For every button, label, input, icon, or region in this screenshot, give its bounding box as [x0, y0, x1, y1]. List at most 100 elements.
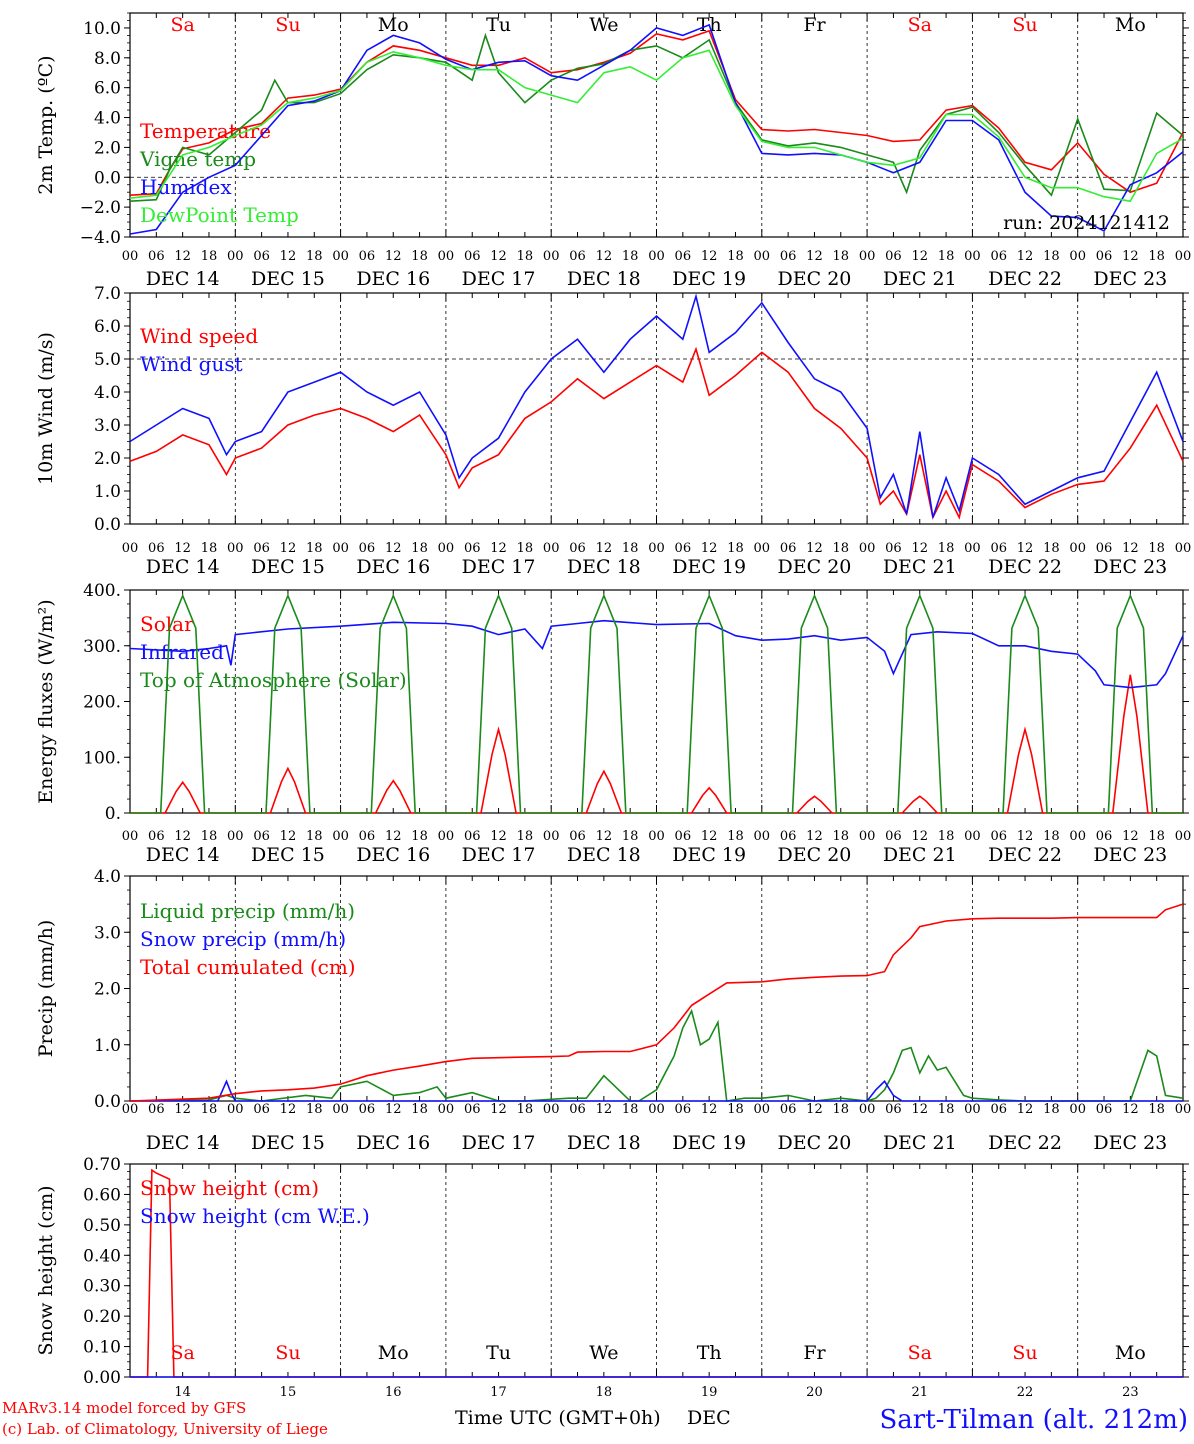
day-label: DEC 21	[883, 556, 957, 578]
hour-tick-label: 00	[543, 541, 560, 556]
weekday-label: Tu	[486, 1342, 511, 1364]
hour-tick-label: 18	[833, 829, 850, 844]
hour-tick-label: 00	[648, 541, 665, 556]
day-label: DEC 15	[251, 268, 325, 290]
hour-tick-label: 06	[1096, 1102, 1113, 1117]
hour-tick-label: 06	[464, 541, 481, 556]
hour-tick-label: 18	[833, 1102, 850, 1117]
day-label: DEC 15	[251, 556, 325, 578]
weekday-label: Tu	[486, 14, 511, 36]
series-temperature	[129, 29, 1184, 196]
hour-tick-label: 00	[964, 249, 981, 264]
y-tick-label: 2.0	[94, 449, 121, 469]
hour-tick-label: 18	[201, 249, 218, 264]
day-label: DEC 23	[1093, 1132, 1167, 1154]
legend-entry: Liquid precip (mm/h)	[140, 899, 355, 923]
weekday-label: Mo	[1115, 14, 1146, 36]
hour-tick-label: 12	[174, 541, 191, 556]
legend-entry: Snow precip (mm/h)	[140, 927, 346, 951]
y-tick-label: 0.20	[83, 1307, 121, 1327]
hour-tick-label: 18	[411, 1102, 428, 1117]
hour-tick-label: 12	[596, 249, 613, 264]
hour-tick-label: 18	[1148, 541, 1165, 556]
day-label: DEC 18	[567, 844, 641, 866]
y-tick-label: 0.00	[83, 1368, 121, 1388]
hour-tick-label: 00	[227, 249, 244, 264]
hour-tick-label: 12	[911, 541, 928, 556]
y-tick-label: 5.0	[94, 350, 121, 370]
hour-tick-label: 00	[1069, 249, 1086, 264]
day-label: DEC 16	[356, 1132, 430, 1154]
panel-4: 0.0 1.0 2.0 3.0 4.0 Precip (mm/h) 00 06 12 18 00 06…	[35, 867, 1191, 1154]
hour-tick-label: 06	[675, 541, 692, 556]
day-label: DEC 16	[356, 268, 430, 290]
day-label: DEC 23	[1093, 268, 1167, 290]
weekday-label: Sa	[908, 14, 932, 36]
hour-tick-label: 12	[280, 249, 297, 264]
day-label: DEC 22	[988, 1132, 1062, 1154]
hour-tick-label: 18	[622, 249, 639, 264]
hour-tick-label: 00	[122, 541, 139, 556]
hour-tick-label: 00	[438, 829, 455, 844]
day-label: DEC 18	[567, 268, 641, 290]
y-axis-label: Precip (mm/h)	[35, 920, 57, 1058]
hour-tick-label: 00	[438, 249, 455, 264]
hour-tick-label: 18	[727, 1102, 744, 1117]
hour-tick-label: 18	[1043, 249, 1060, 264]
series-dewpoint-temp	[129, 49, 1184, 203]
hour-tick-label: 12	[1017, 249, 1034, 264]
weekday-label: Mo	[378, 1342, 409, 1364]
hour-tick-label: 18	[727, 829, 744, 844]
day-label: DEC 14	[146, 268, 220, 290]
hour-tick-label: 06	[464, 829, 481, 844]
credit-line-2: (c) Lab. of Climatology, University of L…	[2, 1420, 328, 1438]
hour-tick-label: 12	[701, 1102, 718, 1117]
hour-tick-label: 06	[148, 249, 165, 264]
hour-tick-label: 18	[727, 249, 744, 264]
hour-tick-label: 12	[911, 1102, 928, 1117]
y-tick-label: 0.0	[94, 1092, 121, 1112]
y-axis-label: Energy fluxes (W/m²)	[35, 599, 57, 803]
series-solar	[130, 674, 1183, 814]
hour-tick-label: 06	[780, 1102, 797, 1117]
hour-tick-label: 00	[227, 829, 244, 844]
weekday-label: Su	[275, 1342, 300, 1364]
legend-entry: Solar	[140, 612, 194, 636]
hour-tick-label: 06	[885, 1102, 902, 1117]
hour-tick-label: 18	[938, 1102, 955, 1117]
hour-tick-label: 18	[938, 541, 955, 556]
hour-tick-label: 06	[675, 829, 692, 844]
hour-tick-label: 06	[990, 829, 1007, 844]
hour-tick-label: 12	[174, 249, 191, 264]
day-number-label: 23	[1122, 1385, 1139, 1400]
weekday-label: Sa	[170, 14, 194, 36]
hour-tick-label: 06	[148, 829, 165, 844]
y-tick-label: 200.	[83, 693, 121, 713]
hour-tick-label: 12	[806, 541, 823, 556]
day-label: DEC 17	[462, 268, 536, 290]
y-tick-label: 4.0	[94, 109, 121, 129]
hour-tick-label: 12	[490, 249, 507, 264]
hour-tick-label: 12	[596, 1102, 613, 1117]
hour-tick-label: 06	[675, 1102, 692, 1117]
day-label: DEC 15	[251, 844, 325, 866]
day-label: DEC 17	[462, 1132, 536, 1154]
hour-tick-label: 00	[332, 829, 349, 844]
weekday-label: Sa	[908, 1342, 932, 1364]
hour-tick-label: 18	[411, 541, 428, 556]
hour-tick-label: 00	[332, 541, 349, 556]
hour-tick-label: 18	[201, 829, 218, 844]
hour-tick-label: 18	[938, 829, 955, 844]
hour-tick-label: 12	[1017, 541, 1034, 556]
y-tick-label: 3.0	[94, 416, 121, 436]
day-label: DEC 20	[778, 556, 852, 578]
series-humidex	[129, 23, 1184, 235]
hour-tick-label: 12	[701, 249, 718, 264]
series-wind-speed	[129, 346, 1184, 520]
hour-tick-label: 00	[332, 1102, 349, 1117]
day-label: DEC 22	[988, 844, 1062, 866]
legend-entry: DewPoint Temp	[140, 203, 299, 227]
hour-tick-label: 00	[859, 541, 876, 556]
hour-tick-label: 00	[122, 829, 139, 844]
weekday-label: We	[589, 1342, 618, 1364]
